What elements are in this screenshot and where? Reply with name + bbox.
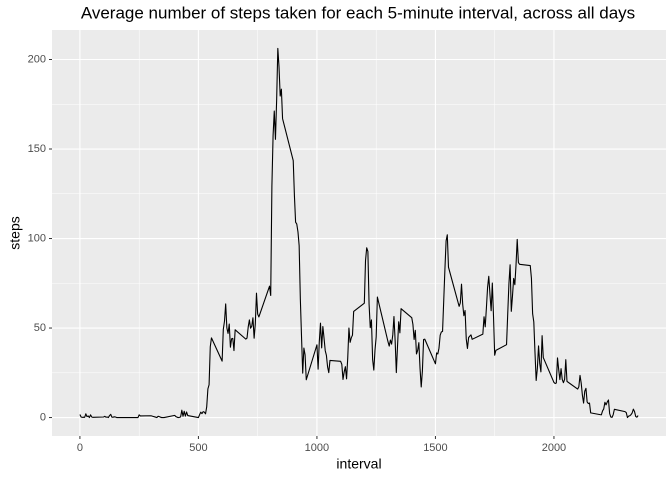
data-line <box>79 47 639 419</box>
y-tick-label: 200 <box>28 53 46 65</box>
plot-panel <box>52 30 666 436</box>
x-tick-label: 2000 <box>542 442 566 454</box>
y-axis-title: steps <box>7 216 23 249</box>
y-tick-label: 50 <box>34 322 46 334</box>
chart-title: Average number of steps taken for each 5… <box>81 3 635 22</box>
x-axis-title: interval <box>336 456 381 472</box>
y-tick-label: 100 <box>28 232 46 244</box>
x-tick-label: 1000 <box>305 442 329 454</box>
y-tick-label: 150 <box>28 143 46 155</box>
x-tick-label: 500 <box>189 442 207 454</box>
y-tick-label: 0 <box>40 411 46 423</box>
x-tick-label: 0 <box>77 442 83 454</box>
x-tick-label: 1500 <box>423 442 447 454</box>
